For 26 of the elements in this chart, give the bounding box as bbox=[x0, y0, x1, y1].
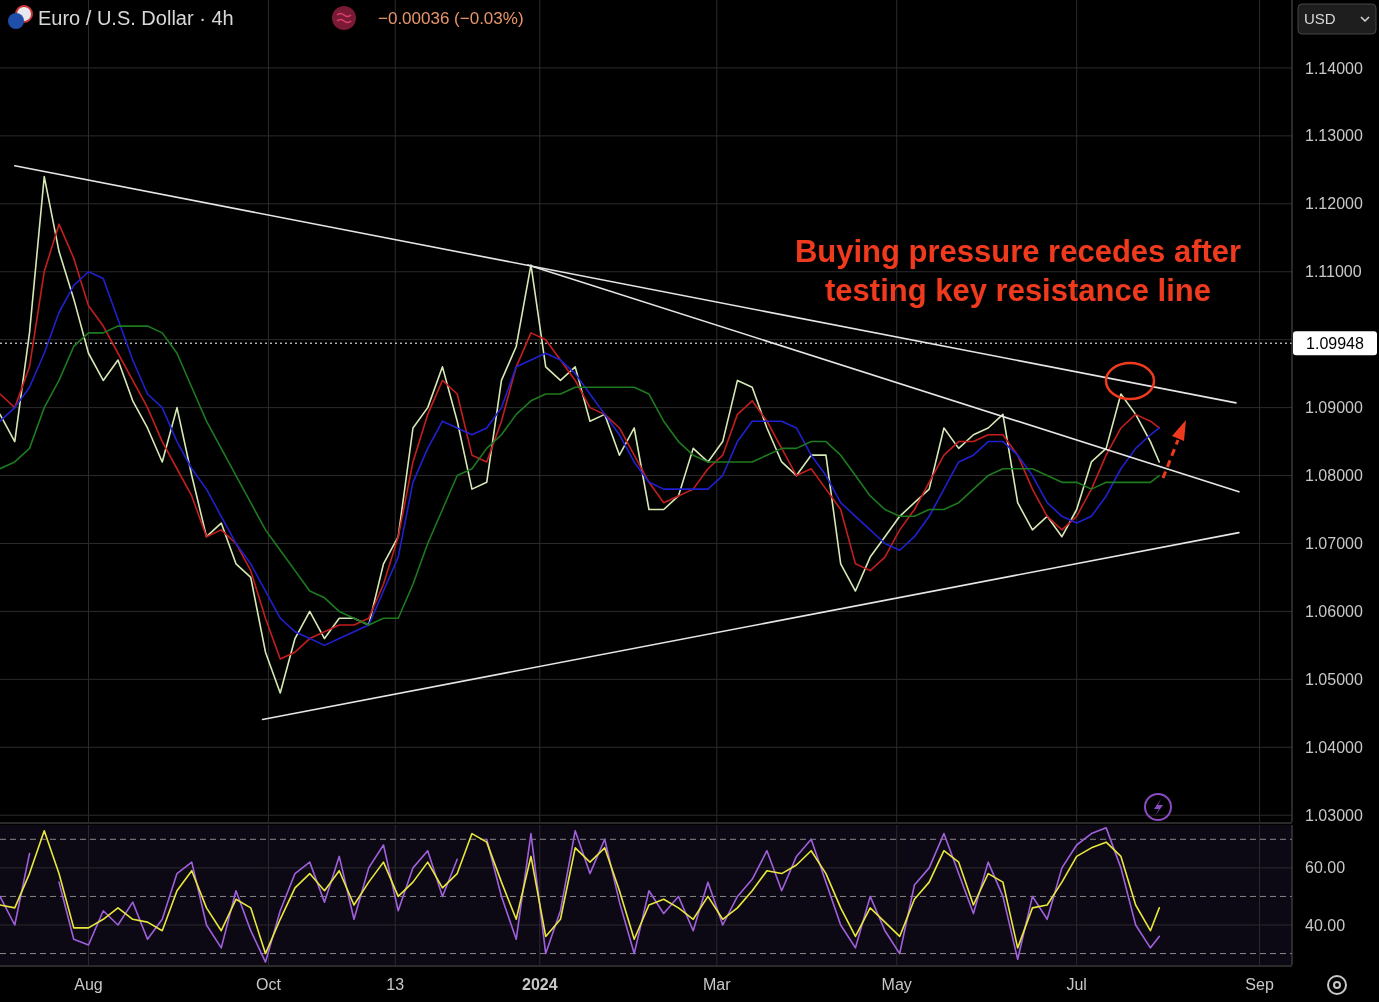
y-tick-label: 1.08000 bbox=[1305, 467, 1363, 485]
annotation: Buying pressure recedes after testing key resistance line bbox=[794, 234, 1242, 308]
x-tick-label: 13 bbox=[386, 976, 405, 993]
y-tick-label: 40.00 bbox=[1305, 916, 1346, 934]
x-tick-label: Oct bbox=[255, 976, 282, 993]
y-tick-label: 1.13000 bbox=[1305, 127, 1363, 145]
y-tick-label: 1.04000 bbox=[1305, 738, 1363, 756]
x-tick-label: Jul bbox=[1066, 976, 1087, 993]
x-tick-label: Sep bbox=[1245, 976, 1274, 993]
x-tick-label: Aug bbox=[74, 976, 103, 993]
y-tick-label: 1.09000 bbox=[1305, 399, 1363, 417]
y-tick-label: 1.07000 bbox=[1305, 535, 1363, 553]
x-tick-label: 2024 bbox=[522, 976, 558, 993]
text: −0.00036 (−0.03%) bbox=[378, 9, 524, 28]
text: USD bbox=[1304, 10, 1336, 27]
x-tick-label: Mar bbox=[703, 976, 732, 993]
y-tick-label: 1.11000 bbox=[1305, 263, 1362, 281]
ref-line-label: 1.09948 bbox=[1306, 334, 1365, 352]
y-tick-label: 60.00 bbox=[1305, 859, 1346, 877]
y-tick-label: 1.03000 bbox=[1305, 806, 1363, 824]
y-tick-label: 1.06000 bbox=[1305, 603, 1363, 620]
y-tick-label: 1.05000 bbox=[1305, 670, 1363, 688]
chart-title: Euro / U.S. Dollar · 4h bbox=[38, 7, 234, 29]
y-tick-label: 1.14000 bbox=[1305, 59, 1363, 77]
x-tick-label: May bbox=[881, 976, 912, 993]
y-tick-label: 1.12000 bbox=[1305, 195, 1363, 213]
